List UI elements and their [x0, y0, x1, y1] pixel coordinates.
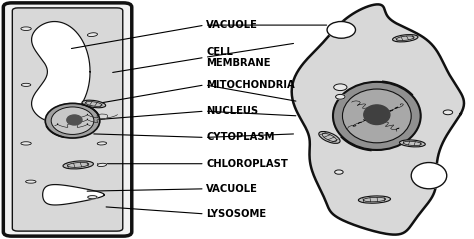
Text: VACUOLE: VACUOLE: [206, 184, 258, 194]
Ellipse shape: [358, 196, 391, 203]
Text: CYTOPLASM: CYTOPLASM: [206, 132, 275, 142]
Ellipse shape: [333, 82, 421, 150]
Ellipse shape: [327, 22, 356, 38]
Ellipse shape: [21, 27, 31, 31]
Ellipse shape: [97, 163, 107, 167]
Ellipse shape: [51, 107, 94, 134]
Ellipse shape: [88, 196, 97, 199]
Ellipse shape: [21, 83, 31, 87]
Circle shape: [443, 110, 453, 115]
Ellipse shape: [46, 103, 100, 138]
Ellipse shape: [392, 35, 418, 42]
Ellipse shape: [411, 163, 447, 189]
Ellipse shape: [97, 142, 107, 145]
Ellipse shape: [87, 33, 98, 37]
Ellipse shape: [319, 131, 340, 143]
FancyBboxPatch shape: [12, 8, 123, 231]
Ellipse shape: [67, 115, 82, 125]
Polygon shape: [292, 4, 464, 235]
Text: NUCLEUS: NUCLEUS: [206, 106, 258, 116]
Text: CELL
MEMBRANE: CELL MEMBRANE: [206, 47, 271, 68]
Circle shape: [335, 170, 343, 174]
Ellipse shape: [400, 140, 425, 147]
Circle shape: [334, 84, 347, 91]
Polygon shape: [32, 22, 90, 122]
Ellipse shape: [342, 89, 411, 143]
Polygon shape: [43, 185, 104, 205]
Ellipse shape: [21, 142, 31, 145]
Text: MITOCHONDRIA: MITOCHONDRIA: [206, 80, 295, 90]
Text: CHLOROPLAST: CHLOROPLAST: [206, 159, 288, 169]
Text: VACUOLE: VACUOLE: [206, 20, 258, 30]
Ellipse shape: [82, 100, 106, 108]
FancyBboxPatch shape: [3, 3, 132, 236]
Ellipse shape: [364, 105, 390, 125]
Circle shape: [336, 94, 345, 99]
Ellipse shape: [63, 161, 93, 169]
Text: LYSOSOME: LYSOSOME: [206, 209, 266, 219]
Ellipse shape: [26, 180, 36, 183]
